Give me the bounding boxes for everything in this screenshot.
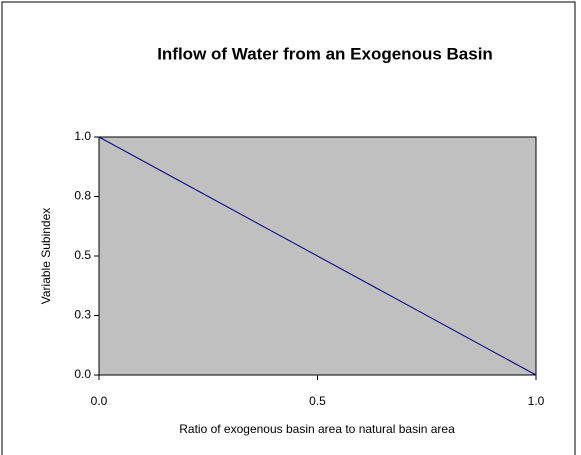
x-tick-label: 0.0: [91, 394, 108, 408]
chart-title: Inflow of Water from an Exogenous Basin: [157, 44, 493, 63]
data-line: [98, 136, 537, 376]
x-axis-label: Ratio of exogenous basin area to natural…: [179, 422, 455, 436]
y-tick-label: 0.5: [74, 248, 91, 262]
y-tick-label: 0.0: [74, 367, 91, 381]
y-tick-label: 0.8: [74, 189, 91, 203]
y-axis-label: Variable Subindex: [39, 208, 53, 305]
y-tick-label: 0.3: [74, 308, 91, 322]
x-tick-label: 1.0: [528, 394, 545, 408]
x-tick-label: 0.5: [309, 394, 326, 408]
y-tick-label: 1.0: [74, 129, 91, 143]
